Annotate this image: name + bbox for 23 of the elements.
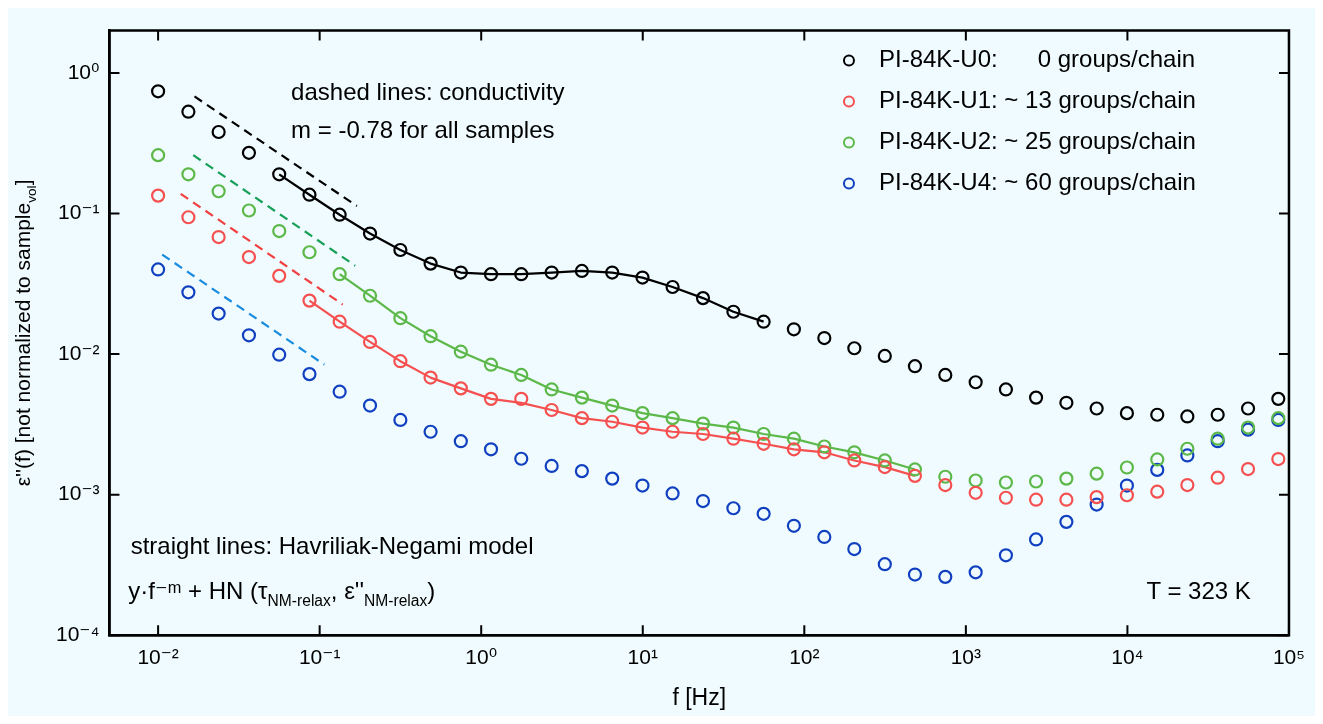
x-axis-title: f [Hz] [672,683,727,710]
legend-label: PI-84K-U1: ~ 13 groups/chain [878,86,1196,114]
y-tick-label: 10⁰ [67,59,100,83]
annotation: dashed lines: conductivity [291,78,565,106]
annotation: straight lines: Havriliak-Negami model [130,531,534,559]
x-tick-label: 10⁻² [137,644,179,668]
annotation: m = -0.78 for all samples [291,116,555,144]
x-tick-label: 10¹ [627,644,658,668]
legend-label: PI-84K-U4: ~ 60 groups/chain [878,168,1196,196]
y-tick-label: 10⁻¹ [58,200,100,224]
legend-label: PI-84K-U0: 0 groups/chain [878,45,1196,73]
annotation: T = 323 K [1146,576,1251,604]
y-tick-label: 10⁻⁴ [56,622,100,645]
x-tick-label: 10⁵ [1272,644,1306,668]
y-axis-title: ε''(f) [not normalized to samplevol] [11,179,40,487]
y-tick-label: 10⁻³ [58,481,100,505]
x-tick-label: 10⁻¹ [298,644,341,668]
x-tick-label: 10² [789,644,820,668]
x-tick-label: 10⁰ [465,644,498,668]
y-tick-label: 10⁻² [58,340,100,364]
x-tick-label: 10⁴ [1111,644,1144,668]
x-tick-label: 10³ [950,644,982,668]
legend-label: PI-84K-U2: ~ 25 groups/chain [878,127,1196,155]
